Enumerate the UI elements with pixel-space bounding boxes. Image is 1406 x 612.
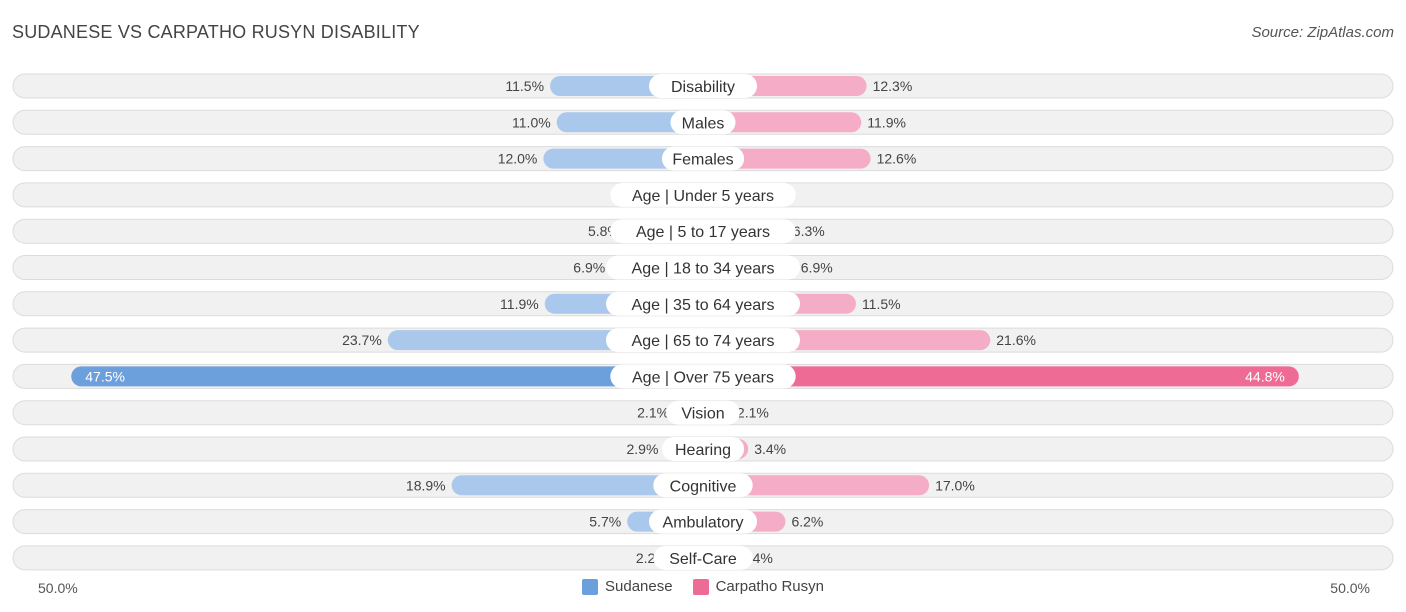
axis-label-right: 50.0% xyxy=(1330,580,1370,596)
bar-sudanese xyxy=(71,366,703,387)
row-females[interactable]: 12.0% 12.6% Females xyxy=(12,146,1394,172)
value-label-carpatho-rusyn: 3.4% xyxy=(754,441,786,457)
category-pill xyxy=(606,255,800,280)
legend-swatch-carpatho-rusyn xyxy=(692,578,709,595)
value-label-sudanese: 23.7% xyxy=(342,332,382,348)
bar-carpatho-rusyn xyxy=(703,475,930,496)
category-label: Cognitive xyxy=(670,478,737,495)
bar-carpatho-rusyn xyxy=(703,148,871,169)
category-label: Hearing xyxy=(675,442,731,459)
category-label: Vision xyxy=(681,406,724,423)
row-males[interactable]: 11.0% 11.9% Males xyxy=(12,109,1394,135)
category-label: Males xyxy=(682,115,725,132)
category-pill xyxy=(653,545,753,570)
category-label: Age | 65 to 74 years xyxy=(632,333,775,350)
category-pill xyxy=(610,219,796,244)
value-label-sudanese: 18.9% xyxy=(406,477,446,493)
category-label: Age | 35 to 64 years xyxy=(632,297,775,314)
value-label-carpatho-rusyn: 17.0% xyxy=(935,477,975,493)
row-age-18-to-34-years[interactable]: 6.9% 6.9% Age | 18 to 34 years xyxy=(12,255,1394,280)
category-pill xyxy=(606,291,800,316)
bar-carpatho-rusyn xyxy=(703,366,1299,387)
bar-sudanese xyxy=(556,112,703,133)
diverging-bar-chart: 11.5% 12.3% Disability 11.0% 11.9% Males 12.0%… xyxy=(12,73,1394,571)
legend-item-sudanese[interactable]: Sudanese xyxy=(582,578,673,595)
value-label-carpatho-rusyn: 44.8% xyxy=(1245,368,1285,384)
source-attribution[interactable]: Source: ZipAtlas.com xyxy=(1251,24,1394,41)
value-label-carpatho-rusyn: 6.3% xyxy=(793,223,825,239)
row-age-under-5-years[interactable]: 1.1%1.4%Age | Under 5 years xyxy=(12,182,1394,208)
value-label-sudanese: 2.9% xyxy=(627,441,659,457)
category-pill xyxy=(670,110,736,135)
row-hearing[interactable]: 2.9% 3.4% Hearing xyxy=(12,436,1394,462)
row-self-care[interactable]: 2.2% 2.4%Self-Care xyxy=(12,545,1394,571)
category-pill xyxy=(610,364,796,389)
bar-sudanese xyxy=(451,475,703,496)
category-pill xyxy=(653,473,753,498)
category-label: Age | 5 to 17 years xyxy=(636,224,770,241)
row-cognitive[interactable]: 18.9% 17.0% Cognitive xyxy=(12,472,1394,498)
row-vision[interactable]: 2.1% 2.1% Vision xyxy=(12,400,1394,426)
row-age-35-to-64-years[interactable]: 11.9% 11.5% Age | 35 to 64 years xyxy=(12,291,1394,317)
category-pill xyxy=(661,146,745,171)
legend-label-carpatho-rusyn: Carpatho Rusyn xyxy=(715,578,824,595)
value-label-carpatho-rusyn: 12.3% xyxy=(873,78,913,94)
category-pill xyxy=(649,74,757,98)
value-label-carpatho-rusyn: 6.9% xyxy=(801,260,833,276)
value-label-carpatho-rusyn: 6.2% xyxy=(791,514,823,530)
bar-carpatho-rusyn xyxy=(703,112,862,133)
axis-label-left: 50.0% xyxy=(38,580,78,596)
category-pill xyxy=(661,437,745,461)
legend-label-sudanese: Sudanese xyxy=(605,578,673,595)
category-label: Females xyxy=(672,152,733,169)
value-label-sudanese: 11.0% xyxy=(512,114,551,130)
row-age-over-75-years[interactable]: 47.5% 44.8% Age | Over 75 years xyxy=(12,363,1394,389)
category-pill xyxy=(606,328,800,353)
value-label-carpatho-rusyn: 21.6% xyxy=(996,332,1036,348)
value-label-carpatho-rusyn: 12.6% xyxy=(877,151,917,167)
row-disability[interactable]: 11.5% 12.3% Disability xyxy=(12,73,1394,99)
value-label-sudanese: 12.0% xyxy=(498,151,538,167)
row-age-65-to-74-years[interactable]: 23.7% 21.6% Age | 65 to 74 years xyxy=(12,327,1394,353)
category-label: Age | Under 5 years xyxy=(632,188,774,205)
legend-item-carpatho-rusyn[interactable]: Carpatho Rusyn xyxy=(692,578,824,595)
chart-title: SUDANESE VS CARPATHO RUSYN DISABILITY xyxy=(12,22,420,42)
value-label-sudanese: 2.1% xyxy=(637,405,669,421)
category-label: Disability xyxy=(671,79,735,96)
value-label-sudanese: 47.5% xyxy=(85,368,125,384)
category-pill xyxy=(649,509,757,534)
category-label: Age | 18 to 34 years xyxy=(632,261,775,278)
value-label-carpatho-rusyn: 11.9% xyxy=(867,114,906,130)
legend: Sudanese Carpatho Rusyn xyxy=(0,578,1406,595)
category-label: Ambulatory xyxy=(663,515,744,532)
value-label-carpatho-rusyn: 11.5% xyxy=(862,296,901,312)
row-age-5-to-17-years[interactable]: 5.8% 6.3%Age | 5 to 17 years xyxy=(12,218,1394,244)
category-pill xyxy=(610,182,796,207)
legend-swatch-sudanese xyxy=(582,578,599,595)
category-label: Self-Care xyxy=(669,551,737,568)
value-label-sudanese: 5.7% xyxy=(589,514,621,530)
category-pill xyxy=(666,400,740,425)
category-label: Age | Over 75 years xyxy=(632,369,774,386)
row-ambulatory[interactable]: 5.7% 6.2% Ambulatory xyxy=(12,509,1394,535)
value-label-sudanese: 11.9% xyxy=(500,296,539,312)
value-label-sudanese: 11.5% xyxy=(505,78,544,94)
value-label-sudanese: 6.9% xyxy=(573,260,605,276)
value-label-carpatho-rusyn: 2.1% xyxy=(737,405,769,421)
